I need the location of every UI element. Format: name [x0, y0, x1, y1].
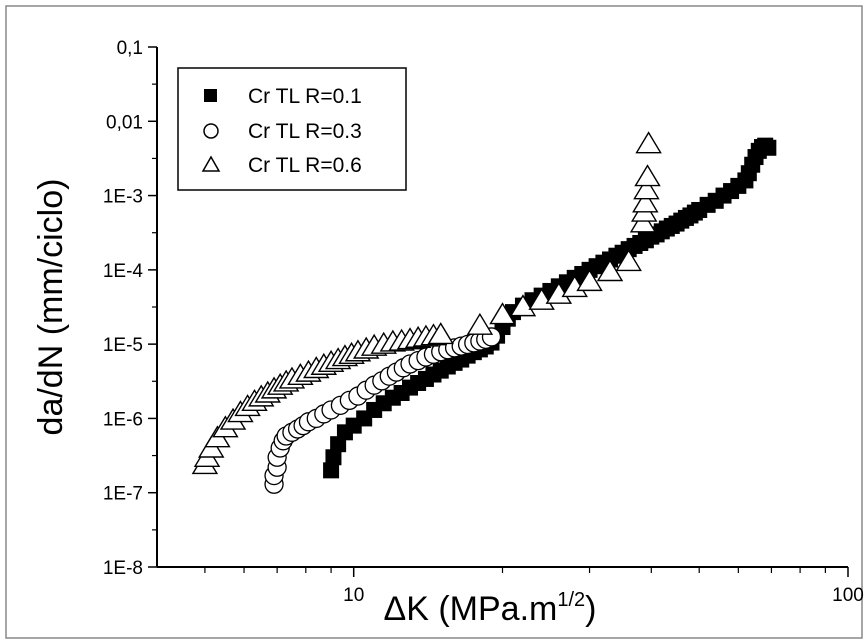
data-point-triangle [635, 131, 662, 154]
series-3 [191, 131, 662, 475]
axes-layer [148, 46, 849, 577]
figure-frame [5, 5, 863, 639]
y-tick-label: 0,1 [117, 38, 143, 59]
x-tick-labels: 10 100 [343, 585, 864, 606]
plot-data-layer [191, 131, 777, 494]
data-point-square [323, 462, 340, 479]
y-tick-label: 1E-6 [103, 409, 143, 430]
data-point-triangle [634, 164, 661, 187]
legend-marker-open-circle [203, 123, 219, 139]
data-point-triangle [633, 177, 660, 200]
legend-label-series-2: Cr TL R=0.3 [248, 120, 362, 143]
data-point-square [760, 139, 777, 156]
x-axis-title-superscript: 1/2 [557, 589, 585, 611]
legend-marker-open-triangle [201, 155, 221, 172]
y-axis-title: da/dN (mm/ciclo) [32, 179, 70, 436]
data-point-triangle [489, 302, 516, 325]
data-point-triangle [632, 190, 659, 213]
y-tick-label: 1E-7 [103, 484, 143, 505]
legend: Cr TL R=0.1 Cr TL R=0.3 Cr TL R=0.6 [177, 67, 407, 191]
data-point-square [325, 449, 342, 466]
legend-label-series-1: Cr TL R=0.1 [248, 85, 362, 108]
x-tick-label: 100 [832, 585, 864, 606]
data-point-triangle [629, 210, 657, 233]
y-tick-label: 1E-4 [103, 261, 144, 282]
legend-label-series-3: Cr TL R=0.6 [248, 154, 362, 177]
data-point-triangle [466, 312, 494, 335]
y-tick-label: 1E-5 [103, 335, 143, 356]
x-tick-label: 10 [343, 585, 364, 606]
data-point-triangle [528, 287, 555, 310]
x-axis-title: ΔK (MPa.m1/2) [384, 589, 597, 628]
y-tick-label: 1E-8 [103, 558, 143, 579]
data-point-triangle [615, 249, 642, 272]
y-tick-labels: 1E-8 1E-7 1E-6 1E-5 1E-4 1E-3 0,01 0,1 [103, 38, 144, 579]
y-tick-label: 0,01 [106, 112, 143, 133]
y-tick-label: 1E-3 [103, 187, 143, 208]
data-point-triangle [427, 322, 454, 345]
legend-marker-filled-square [204, 89, 217, 102]
data-point-triangle [509, 294, 537, 317]
data-point-triangle [576, 269, 603, 292]
